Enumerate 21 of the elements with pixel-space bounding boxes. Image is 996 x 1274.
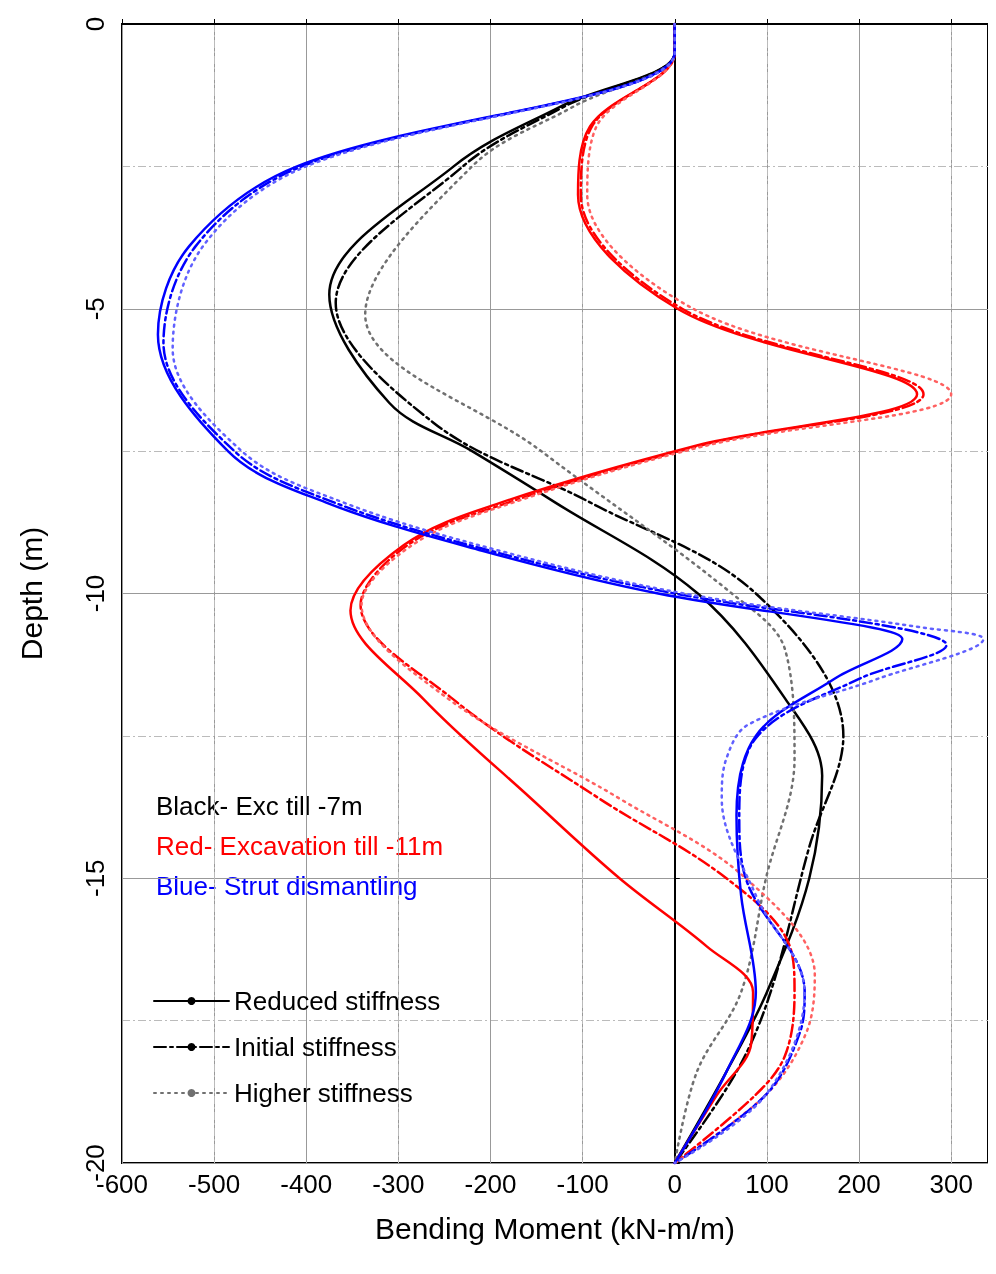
y-axis-title: Depth (m) <box>14 526 48 661</box>
legend-label: Higher stiffness <box>234 1078 413 1108</box>
y-tick-label: -10 <box>80 574 110 613</box>
annotation: Blue- Strut dismantling <box>156 871 418 901</box>
x-tick-label: -200 <box>464 1169 517 1199</box>
x-tick-label: -400 <box>280 1169 333 1199</box>
legend-label: Initial stiffness <box>234 1032 397 1062</box>
y-tick-label: -5 <box>80 297 110 321</box>
x-tick-label: 300 <box>929 1169 973 1199</box>
x-tick-label: 200 <box>837 1169 881 1199</box>
legend-label: Reduced stiffness <box>234 986 441 1016</box>
x-axis-title: Bending Moment (kN-m/m) <box>374 1211 736 1245</box>
x-tick-label: -500 <box>188 1169 241 1199</box>
x-tick-label: -300 <box>372 1169 425 1199</box>
y-tick-label: 0 <box>80 16 110 32</box>
x-tick-label: 100 <box>745 1169 789 1199</box>
x-tick-label: 0 <box>667 1169 682 1199</box>
x-tick-label: -100 <box>556 1169 609 1199</box>
annotation: Red- Excavation till -11m <box>156 831 444 861</box>
annotation: Black- Exc till -7m <box>156 791 363 821</box>
y-tick-label: -15 <box>80 859 110 898</box>
